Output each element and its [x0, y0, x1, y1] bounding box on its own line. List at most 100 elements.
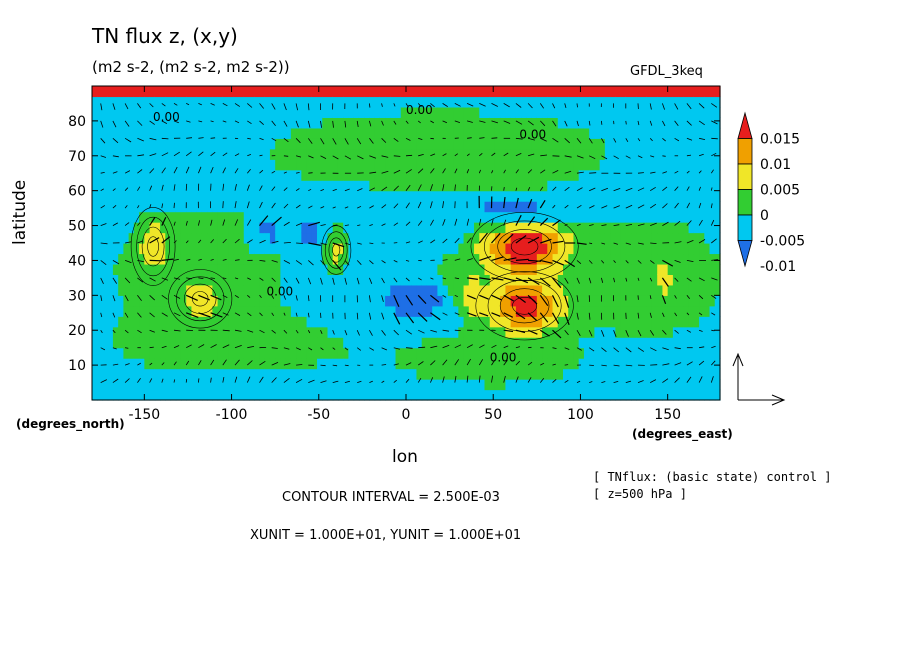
- flux-vector: [625, 204, 633, 209]
- map-cell: [285, 379, 292, 391]
- map-cell: [678, 169, 684, 181]
- map-cell: [92, 379, 98, 391]
- map-cell: [128, 316, 135, 328]
- map-cell: [416, 222, 423, 234]
- map-cell: [123, 148, 130, 160]
- flux-vector: [344, 138, 349, 145]
- flux-vector: [613, 224, 620, 226]
- map-cell: [468, 337, 475, 349]
- flux-vector: [234, 312, 241, 316]
- map-cell: [500, 96, 507, 108]
- map-cell: [589, 274, 595, 286]
- map-cell: [583, 159, 590, 171]
- map-cell: [547, 274, 554, 286]
- map-cell: [463, 222, 470, 234]
- map-cell: [170, 389, 177, 401]
- map-cell: [426, 337, 433, 349]
- map-cell: [207, 274, 213, 286]
- map-cell: [406, 243, 412, 255]
- map-cell: [557, 222, 564, 234]
- map-cell: [233, 106, 240, 118]
- map-cell: [275, 201, 281, 213]
- map-cell: [421, 389, 428, 401]
- map-cell: [714, 117, 721, 129]
- map-cell: [243, 389, 250, 401]
- map-cell: [311, 379, 318, 391]
- flux-vector: [198, 103, 202, 106]
- map-cell: [453, 347, 459, 359]
- map-cell: [139, 106, 145, 118]
- map-cell: [296, 347, 302, 359]
- map-cell: [180, 117, 187, 129]
- map-cell: [625, 106, 632, 118]
- map-cell: [207, 326, 213, 338]
- map-cell: [259, 295, 266, 307]
- map-cell: [589, 190, 595, 202]
- map-cell: [317, 263, 323, 275]
- map-cell: [254, 295, 261, 307]
- map-cell: [259, 138, 266, 150]
- flux-vector: [124, 295, 129, 302]
- flux-vector: [112, 260, 120, 265]
- map-cell: [374, 232, 381, 244]
- map-cell: [479, 127, 486, 139]
- map-cell: [494, 389, 501, 401]
- map-cell: [364, 222, 370, 234]
- map-cell: [578, 211, 585, 223]
- map-cell: [594, 316, 601, 328]
- map-cell: [693, 169, 700, 181]
- map-cell: [238, 253, 245, 265]
- map-cell: [97, 127, 104, 139]
- map-cell: [573, 222, 580, 234]
- map-cell: [683, 263, 690, 275]
- flux-vector: [332, 188, 337, 192]
- map-cell: [170, 337, 177, 349]
- map-cell: [249, 117, 255, 129]
- map-cell: [531, 368, 538, 380]
- map-cell: [118, 211, 124, 223]
- map-cell: [657, 106, 664, 118]
- map-cell: [238, 263, 245, 275]
- map-cell: [704, 201, 711, 213]
- map-cell: [249, 190, 255, 202]
- map-cell: [568, 368, 575, 380]
- map-cell: [406, 232, 412, 244]
- map-cell: [154, 169, 161, 181]
- map-cell: [285, 169, 292, 181]
- map-cell: [395, 232, 402, 244]
- map-cell: [610, 337, 616, 349]
- flux-vector: [369, 224, 373, 226]
- flux-vector: [699, 137, 706, 140]
- map-cell: [468, 232, 475, 244]
- flux-vector: [295, 188, 300, 192]
- map-cell: [259, 337, 266, 349]
- map-cell: [625, 159, 632, 171]
- map-cell: [526, 253, 533, 265]
- flux-vector: [564, 120, 568, 127]
- map-cell: [337, 337, 344, 349]
- map-cell: [521, 96, 527, 108]
- contour-line: [136, 216, 170, 277]
- map-cell: [474, 389, 480, 401]
- map-cell: [165, 305, 172, 317]
- map-cell: [107, 284, 114, 296]
- map-cell: [521, 337, 527, 349]
- map-cell: [180, 201, 187, 213]
- flux-vector: [271, 295, 275, 299]
- flux-vector: [662, 103, 665, 110]
- map-cell: [217, 138, 224, 150]
- flux-vector: [552, 120, 557, 127]
- map-cell: [395, 263, 402, 275]
- map-cell: [589, 316, 595, 328]
- flux-vector: [539, 329, 550, 337]
- map-cell: [149, 284, 156, 296]
- map-cell: [583, 305, 590, 317]
- map-cell: [92, 117, 98, 129]
- map-cell: [494, 138, 501, 150]
- flux-vector: [613, 242, 619, 245]
- map-cell: [191, 117, 198, 129]
- map-cell: [411, 169, 418, 181]
- map-cell: [207, 190, 213, 202]
- map-cell: [369, 96, 376, 108]
- map-cell: [421, 253, 428, 265]
